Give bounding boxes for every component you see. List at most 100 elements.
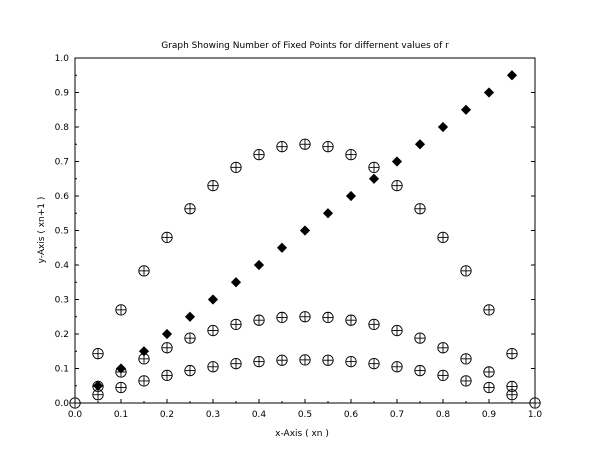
circle-plus-marker [115, 381, 127, 394]
circle-plus-marker [207, 324, 219, 337]
chart-title: Graph Showing Number of Fixed Points for… [161, 41, 449, 51]
diamond-marker [345, 190, 357, 202]
circle-plus-marker [299, 311, 311, 323]
circle-plus-marker [414, 203, 426, 215]
circle-plus-marker [345, 148, 357, 161]
diamond-marker [460, 104, 472, 115]
circle-plus-marker [368, 161, 380, 174]
y-tick-label: 0.5 [55, 227, 69, 237]
y-tick-label: 0.3 [55, 296, 69, 306]
circle-plus-marker [345, 355, 357, 368]
circle-plus-marker [253, 314, 265, 326]
circle-plus-marker [69, 397, 81, 409]
circle-plus-marker [207, 179, 219, 192]
series-1 [92, 70, 518, 391]
circle-plus-marker [276, 141, 288, 153]
y-tick-label: 0.2 [55, 330, 69, 340]
diamond-marker [322, 208, 334, 219]
circle-plus-marker [138, 353, 150, 365]
diamond-marker [414, 139, 426, 150]
circle-plus-marker [299, 138, 311, 150]
circle-plus-marker [322, 354, 334, 366]
circle-plus-marker [138, 375, 150, 387]
circle-plus-marker [483, 366, 495, 378]
diamond-marker [437, 121, 449, 133]
circle-plus-marker [253, 148, 265, 161]
x-tick-label: 0.4 [252, 410, 267, 420]
x-tick-label: 0.9 [482, 410, 497, 420]
y-tick-label: 0.6 [55, 192, 70, 202]
x-tick-label: 0.8 [436, 410, 451, 420]
circle-plus-marker [299, 354, 311, 366]
diamond-marker [506, 70, 518, 81]
circle-plus-marker [483, 304, 495, 316]
circle-plus-marker [437, 369, 449, 382]
circle-plus-marker [391, 361, 403, 373]
circle-plus-marker [115, 304, 127, 316]
circle-plus-marker [138, 265, 150, 277]
circle-plus-marker [414, 364, 426, 377]
circle-plus-marker [437, 231, 449, 244]
circle-plus-marker [506, 348, 518, 360]
circle-plus-marker [230, 358, 242, 370]
x-tick-label: 0.2 [160, 410, 174, 420]
circle-plus-marker [506, 389, 518, 401]
circle-plus-marker [460, 353, 472, 365]
y-tick-label: 1.0 [55, 54, 70, 64]
circle-plus-marker [529, 397, 541, 409]
circle-plus-marker [161, 369, 173, 382]
circle-plus-marker [92, 389, 104, 401]
circle-plus-marker [207, 361, 219, 373]
circle-plus-marker [368, 318, 380, 330]
y-tick-label: 0.4 [55, 261, 70, 271]
y-tick-label: 0.8 [55, 123, 70, 133]
circle-plus-marker [460, 375, 472, 387]
diamond-marker [161, 328, 173, 340]
circle-plus-marker [230, 318, 242, 330]
circle-plus-marker [115, 366, 127, 378]
x-axis-title: x-Axis ( xn ) [275, 429, 329, 439]
x-tick-label: 0.3 [206, 410, 220, 420]
diamond-marker [184, 311, 196, 322]
x-tick-label: 0.5 [298, 410, 312, 420]
circle-plus-marker [345, 314, 357, 326]
circle-plus-marker [92, 348, 104, 360]
circle-plus-marker [483, 381, 495, 394]
circle-plus-marker [391, 324, 403, 337]
circle-plus-marker [184, 332, 196, 344]
circle-plus-marker [230, 161, 242, 174]
x-tick-label: 1.0 [528, 410, 543, 420]
y-tick-label: 0.7 [55, 158, 69, 168]
circle-plus-marker [184, 364, 196, 377]
x-tick-label: 0.7 [390, 410, 404, 420]
axes: 0.0 0.1 0.2 0.3 0.4 0.5 0.6 0.7 0.8 0.9 1.0 0.0 0.1 0… [55, 54, 543, 420]
circle-plus-marker [253, 355, 265, 368]
circle-plus-marker [184, 203, 196, 215]
y-tick-label: 0.0 [55, 399, 70, 409]
data-marks [69, 70, 541, 409]
circle-plus-marker [322, 141, 334, 153]
diamond-marker [207, 294, 219, 305]
x-tick-label: 0.1 [114, 410, 128, 420]
diamond-marker [483, 87, 495, 98]
x-tick-label: 0.6 [344, 410, 359, 420]
circle-plus-marker [414, 332, 426, 344]
y-axis-title: y-Axis ( xn+1 ) [37, 197, 47, 264]
circle-plus-marker [460, 265, 472, 277]
y-tick-label: 0.9 [55, 89, 70, 99]
series-2 [92, 138, 518, 360]
circle-plus-marker [368, 358, 380, 370]
diamond-marker [368, 173, 380, 184]
circle-plus-marker [391, 179, 403, 192]
series-4 [69, 354, 541, 409]
series-3 [92, 311, 518, 393]
diamond-marker [230, 277, 242, 288]
circle-plus-marker [161, 342, 173, 354]
x-tick-label: 0.0 [68, 410, 83, 420]
circle-plus-marker [322, 311, 334, 324]
diamond-marker [253, 259, 265, 271]
circle-plus-marker [276, 311, 288, 324]
circle-plus-marker [276, 354, 288, 366]
diamond-marker [276, 242, 288, 253]
